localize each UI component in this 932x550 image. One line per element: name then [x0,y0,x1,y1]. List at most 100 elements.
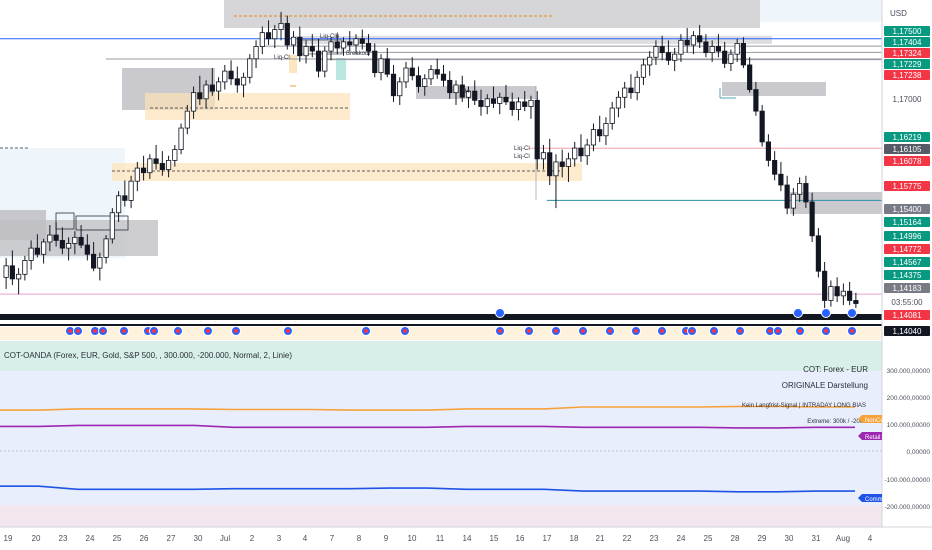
candle-body[interactable] [415,75,422,87]
candle-body[interactable] [378,58,384,74]
candle-body[interactable] [765,141,771,161]
candle-body[interactable] [197,92,203,100]
candle-body[interactable] [384,58,390,75]
candle-body[interactable] [784,184,790,209]
candle-body[interactable] [365,43,372,52]
candle-body[interactable] [347,41,353,46]
candle-body[interactable] [659,46,665,54]
candle-body[interactable] [753,89,759,112]
candle-body[interactable] [434,69,440,75]
candle-body[interactable] [628,87,634,94]
candle-body[interactable] [684,39,690,46]
candle-body[interactable] [328,41,334,52]
candles[interactable] [3,11,859,309]
candle-body[interactable] [140,167,147,174]
candle-body[interactable] [390,73,397,97]
candle-body[interactable] [790,193,796,209]
candle-body[interactable] [116,195,122,214]
event-flag-icon[interactable] [847,308,857,318]
candle-body[interactable] [109,212,115,240]
candle-body[interactable] [740,43,746,66]
candle-body[interactable] [84,244,90,255]
candle-body[interactable] [34,247,40,255]
candle-body[interactable] [803,183,809,203]
candle-body[interactable] [9,265,15,280]
candle-body[interactable] [697,35,703,43]
candle-body[interactable] [447,79,453,94]
candle-body[interactable] [509,101,515,110]
candle-body[interactable] [422,78,428,87]
candle-body[interactable] [122,195,128,201]
candle-body[interactable] [828,286,834,301]
candle-body[interactable] [465,90,472,98]
candle-body[interactable] [547,152,553,177]
candle-body[interactable] [565,158,572,167]
candle-body[interactable] [640,64,647,78]
candle-body[interactable] [584,144,590,157]
candle-body[interactable] [722,50,728,64]
candle-body[interactable] [315,50,322,72]
candle-body[interactable] [572,147,578,160]
candle-body[interactable] [809,201,815,237]
candle-body[interactable] [322,50,328,72]
candle-body[interactable] [728,53,734,64]
candle-body[interactable] [778,173,784,186]
candle-body[interactable] [609,107,615,124]
candle-body[interactable] [203,84,209,100]
candle-body[interactable] [159,163,165,171]
candle-body[interactable] [290,36,297,46]
candle-body[interactable] [734,43,740,55]
candle-body[interactable] [472,90,478,101]
candle-body[interactable] [703,41,709,54]
candle-body[interactable] [540,152,547,160]
candle-body[interactable] [715,46,722,52]
candle-body[interactable] [503,96,509,103]
candle-body[interactable] [240,76,247,86]
candle-body[interactable] [822,270,828,301]
candle-body[interactable] [559,161,565,167]
candle-body[interactable] [490,98,497,104]
candle-body[interactable] [772,159,778,175]
candle-body[interactable] [59,240,65,249]
candle-body[interactable] [178,127,184,151]
candle-body[interactable] [53,234,59,241]
candle-body[interactable] [690,35,697,46]
candle-body[interactable] [634,76,640,94]
candle-body[interactable] [259,32,265,47]
candle-body[interactable] [247,58,253,78]
candle-body[interactable] [153,158,159,164]
indicator-pane[interactable] [0,341,882,527]
candle-body[interactable] [234,78,240,86]
candle-body[interactable] [47,234,53,243]
candle-body[interactable] [528,99,534,107]
candle-body[interactable] [91,253,97,269]
candle-body[interactable] [340,41,347,49]
candle-body[interactable] [615,96,622,109]
candle-body[interactable] [603,123,609,137]
candle-body[interactable] [853,300,859,304]
time-axis[interactable] [0,527,932,550]
candle-body[interactable] [578,147,584,157]
candle-body[interactable] [284,22,290,46]
candle-body[interactable] [272,29,278,40]
candle-body[interactable] [797,183,803,195]
candle-body[interactable] [440,73,447,81]
candle-body[interactable] [165,159,172,171]
candle-body[interactable] [534,99,540,160]
event-flag-icon[interactable] [793,308,803,318]
candle-body[interactable] [484,98,490,107]
event-flag-icon[interactable] [495,308,505,318]
candle-body[interactable] [815,235,821,272]
candle-body[interactable] [66,243,72,249]
candle-body[interactable] [253,46,259,60]
candle-body[interactable] [653,46,659,58]
candle-body[interactable] [359,38,365,44]
candle-body[interactable] [353,38,359,46]
candle-body[interactable] [622,87,628,98]
candle-body[interactable] [209,84,215,92]
candle-body[interactable] [334,41,340,49]
candle-body[interactable] [222,70,228,83]
candle-body[interactable] [397,81,403,97]
candle-body[interactable] [184,110,190,129]
